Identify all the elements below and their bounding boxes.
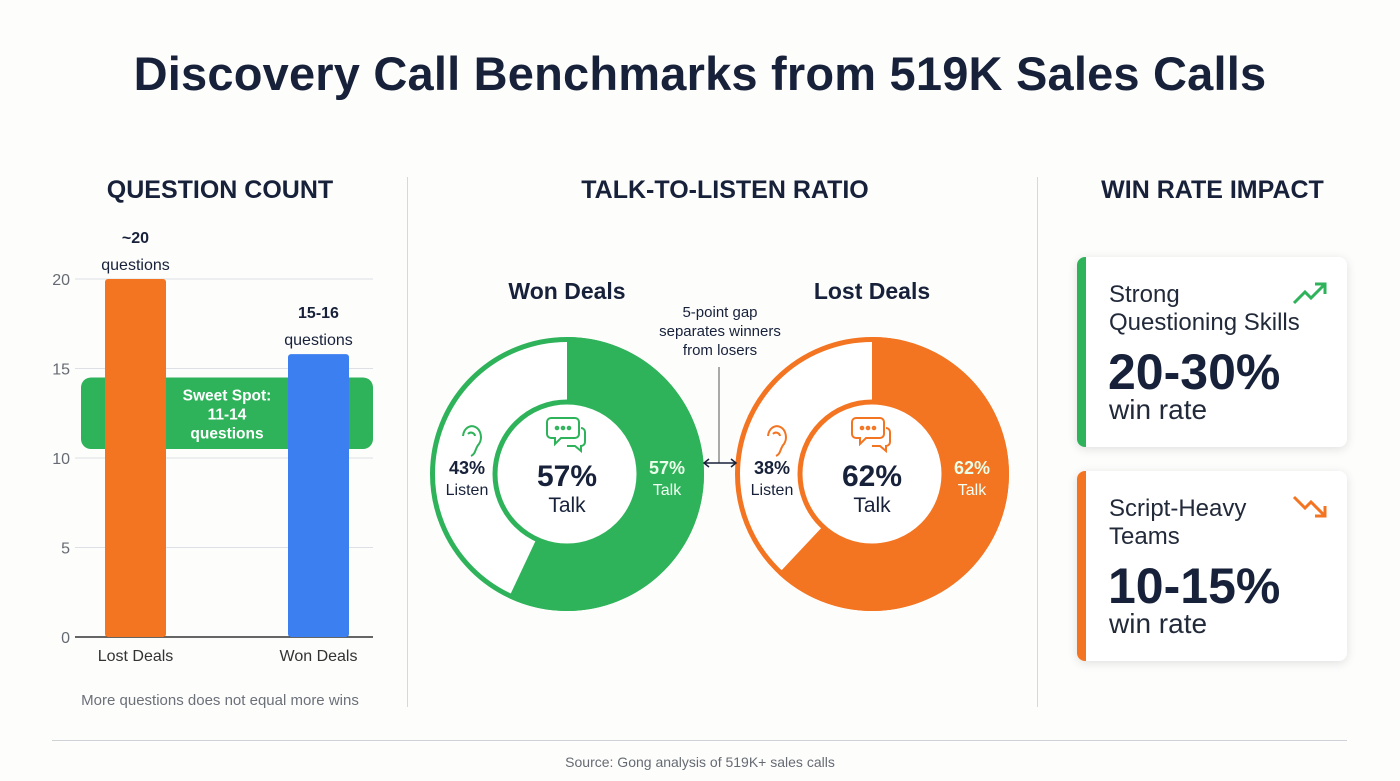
card-value: 20-30% — [1108, 344, 1281, 400]
trend-down-icon — [1291, 493, 1329, 526]
divider — [407, 177, 408, 707]
card-accent — [1077, 471, 1086, 661]
section-title-ratio: TALK-TO-LISTEN RATIO — [581, 176, 869, 204]
double-arrow-icon — [702, 458, 738, 468]
bar-lost-deals — [105, 279, 166, 637]
listen-value: 38% — [754, 458, 790, 478]
donut-title: Lost Deals — [814, 278, 930, 304]
ear-icon — [462, 425, 482, 457]
chat-bubbles-icon — [546, 417, 586, 454]
donut-title: Won Deals — [508, 278, 625, 304]
charts-canvas: 0 5 10 15 20 ~20 questions Lost Deals 15-16 quest… — [52, 230, 1009, 665]
win-rate-card-strong: Strong Questioning Skills 20-30% win rate — [1077, 257, 1347, 447]
sweet-spot-label: 11-14 — [208, 406, 247, 423]
gap-annotation: from losers — [683, 342, 757, 359]
gap-annotation: 5-point gap — [682, 304, 757, 321]
divider — [1037, 177, 1038, 707]
card-accent — [1077, 257, 1086, 447]
bar-won-deals — [288, 354, 349, 637]
footer-divider — [52, 740, 1347, 741]
bar-value-label: 15-16 — [298, 305, 339, 322]
y-tick-label: 20 — [52, 272, 70, 289]
section-title-questions: QUESTION COUNT — [106, 176, 334, 204]
y-tick-label: 0 — [61, 630, 70, 647]
section-title-winrate: WIN RATE IMPACT — [1101, 176, 1324, 204]
talk-label: Talk — [653, 482, 682, 499]
win-rate-card-script: Script-Heavy Teams 10-15% win rate — [1077, 471, 1347, 661]
talk-value: 62% — [954, 458, 990, 478]
talk-label: Talk — [958, 482, 987, 499]
center-value: 57% — [537, 460, 597, 493]
listen-label: Listen — [751, 482, 794, 499]
chat-bubbles-icon — [851, 417, 891, 454]
x-tick-label: Won Deals — [280, 648, 358, 665]
page-title: Discovery Call Benchmarks from 519K Sale… — [133, 47, 1267, 100]
center-label: Talk — [548, 494, 586, 517]
donut-hole — [797, 399, 947, 549]
bar-unit-label: questions — [284, 332, 353, 349]
y-tick-label: 10 — [52, 451, 70, 468]
donut-hole — [492, 399, 642, 549]
sweet-spot-label: questions — [190, 425, 263, 442]
talk-value: 57% — [649, 458, 685, 478]
card-value: 10-15% — [1108, 558, 1281, 614]
listen-label: Listen — [446, 482, 489, 499]
chart-note: More questions does not equal more wins — [81, 692, 359, 709]
source-note: Source: Gong analysis of 519K+ sales cal… — [565, 754, 835, 770]
listen-value: 43% — [449, 458, 485, 478]
bar-value-label: ~20 — [122, 230, 149, 247]
x-tick-label: Lost Deals — [98, 648, 174, 665]
sweet-spot-label: Sweet Spot: — [183, 387, 272, 404]
card-sub: win rate — [1109, 608, 1208, 639]
card-sub: win rate — [1109, 394, 1208, 425]
bar-unit-label: questions — [101, 257, 170, 274]
center-label: Talk — [853, 494, 891, 517]
card-label: Script-Heavy Teams — [1109, 495, 1247, 550]
gap-annotation: separates winners — [659, 323, 781, 340]
ear-icon — [767, 425, 787, 457]
y-tick-label: 5 — [61, 541, 70, 558]
center-value: 62% — [842, 460, 902, 493]
y-tick-label: 15 — [52, 362, 70, 379]
trend-up-icon — [1291, 279, 1329, 312]
card-label: Strong Questioning Skills — [1109, 281, 1300, 336]
